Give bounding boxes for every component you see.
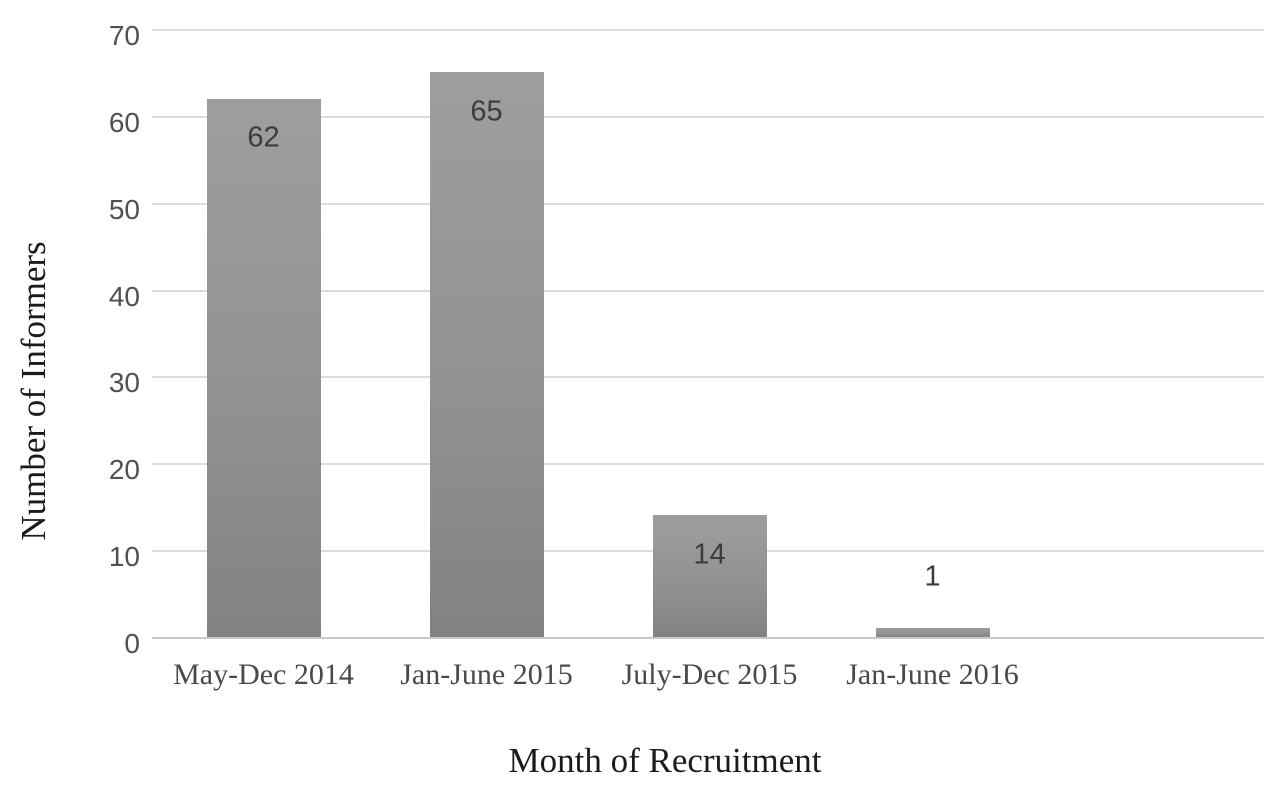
bar-value-label: 14 (693, 538, 726, 571)
x-category-label: May-Dec 2014 (173, 658, 354, 691)
y-tick-label: 10 (108, 541, 140, 573)
bar-value-label: 62 (247, 121, 280, 154)
x-category-label: Jan-June 2016 (846, 658, 1019, 691)
gridline (152, 376, 1264, 379)
bar (875, 628, 990, 637)
plot-area: 62 65 14 1 (152, 29, 1264, 639)
x-axis-title: Month of Recruitment (508, 741, 822, 780)
x-axis-line (152, 637, 1264, 639)
gridline (152, 202, 1264, 205)
bar-value-label: 65 (470, 95, 503, 128)
y-tick-label: 20 (108, 454, 140, 486)
y-tick-label: 70 (108, 20, 140, 51)
gridline (152, 463, 1264, 466)
bar-value-label: 1 (924, 560, 941, 593)
gridline (152, 29, 1264, 31)
x-category-label: July-Dec 2015 (621, 658, 798, 691)
x-category-label: Jan-June 2015 (400, 658, 573, 691)
gridline (152, 289, 1264, 292)
y-tick-label: 60 (108, 106, 140, 138)
y-tick-label: 30 (108, 367, 140, 399)
y-tick-label: 50 (108, 193, 140, 225)
bar (429, 72, 544, 637)
bar (652, 515, 767, 637)
bar (206, 98, 321, 637)
gridline (152, 115, 1264, 118)
y-tick-label: 0 (124, 628, 140, 659)
y-tick-label: 40 (108, 280, 140, 312)
y-axis-title: Number of Informers (14, 241, 53, 541)
